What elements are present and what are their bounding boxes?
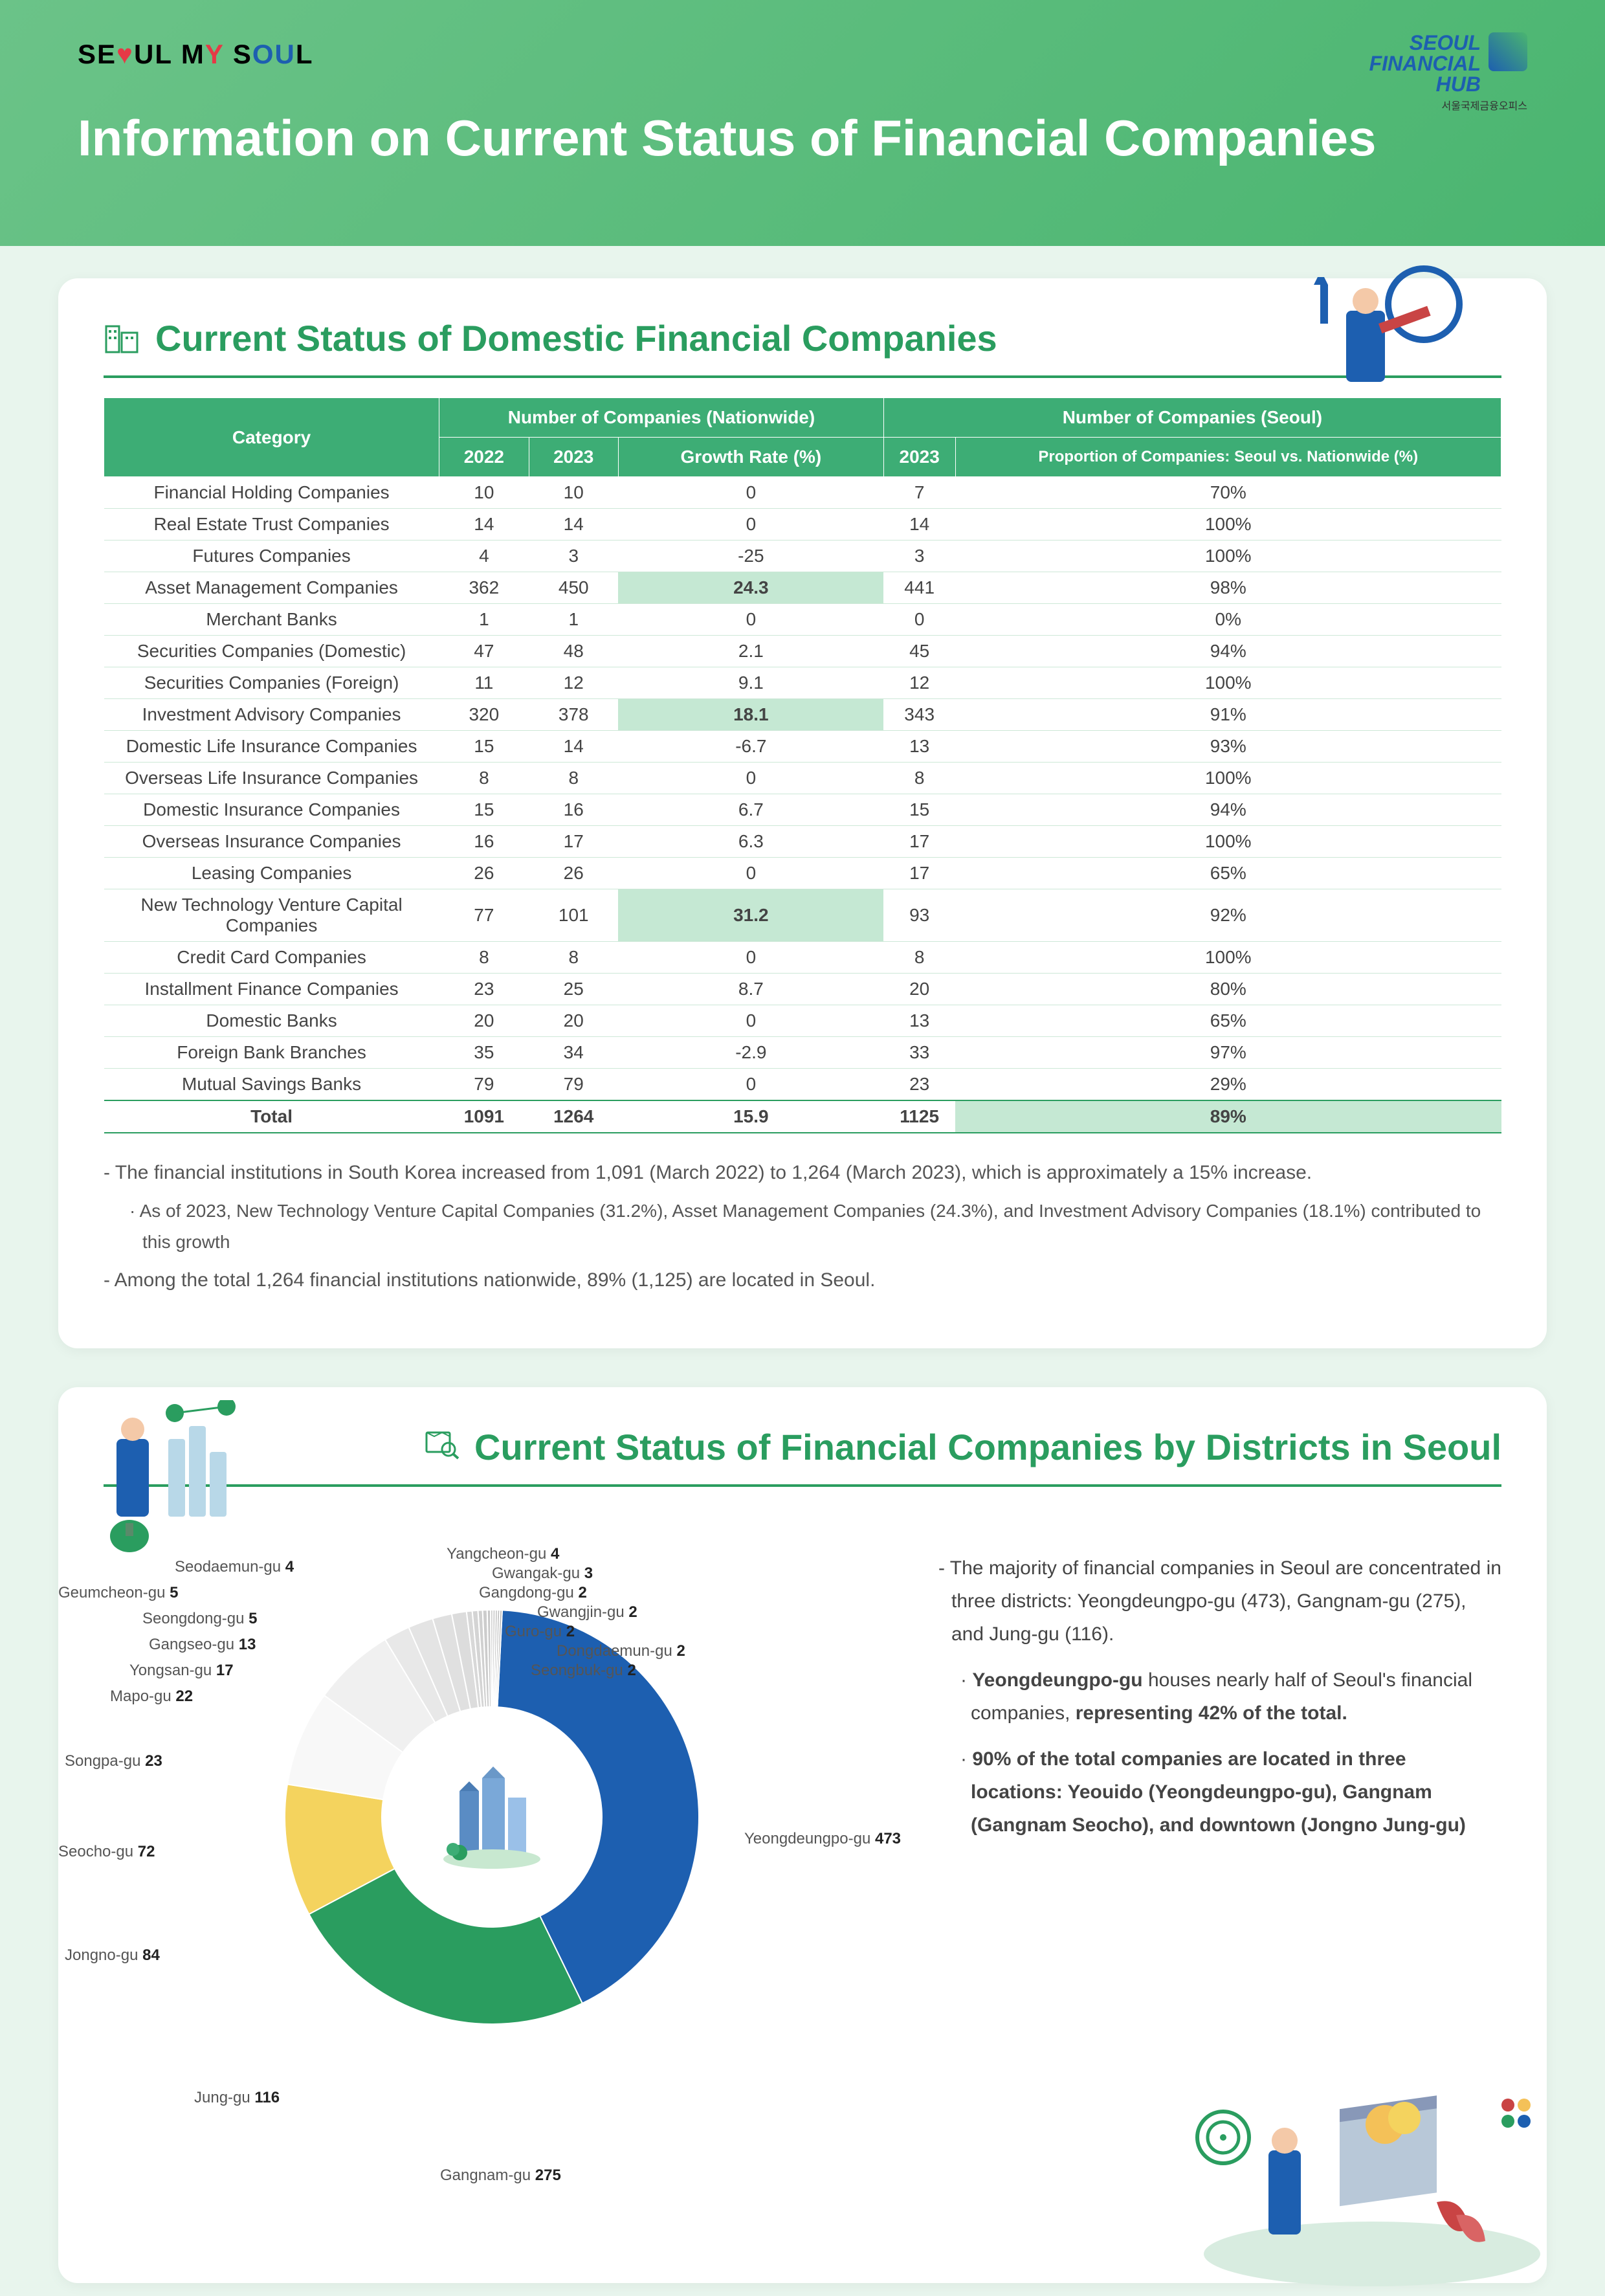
table-row: Foreign Bank Branches3534-2.93397% [104, 1037, 1501, 1069]
header-band: SE♥UL MY SOUL SEOUL FINANCIAL HUB 서울국제금융… [0, 0, 1605, 246]
slice-label: Gangdong-gu 2 [479, 1584, 587, 1602]
slice-label: Geumcheon-gu 5 [58, 1584, 178, 1602]
table-row: Leasing Companies262601765% [104, 858, 1501, 889]
table-row: Futures Companies43-253100% [104, 541, 1501, 572]
slice-label: Dongdaemun-gu 2 [557, 1642, 685, 1660]
section1-title-text: Current Status of Domestic Financial Com… [155, 317, 997, 359]
slice-label: Songpa-gu 23 [65, 1752, 162, 1770]
section-domestic-status: Current Status of Domestic Financial Com… [58, 278, 1547, 1348]
slice-label: Mapo-gu 22 [110, 1688, 193, 1706]
table-row: Credit Card Companies8808100% [104, 942, 1501, 974]
slice-label: Jongno-gu 84 [65, 1946, 160, 1965]
desc-p2: Yeongdeungpo-gu houses nearly half of Se… [958, 1664, 1501, 1730]
domestic-companies-table: Category Number of Companies (Nationwide… [104, 397, 1501, 1133]
section2-title: Current Status of Financial Companies by… [104, 1426, 1501, 1487]
slice-label: Yeongdeungpo-gu 473 [744, 1830, 901, 1848]
slice-label: Seodaemun-gu 4 [175, 1558, 294, 1576]
person-chart-illustration [97, 1400, 265, 1559]
table-row: Domestic Banks202001365% [104, 1005, 1501, 1037]
seoul-financial-hub-logo: SEOUL FINANCIAL HUB 서울국제금융오피스 [1369, 32, 1527, 113]
section1-notes: The financial institutions in South Kore… [104, 1156, 1501, 1297]
logo-line1: SEOUL [1369, 32, 1481, 53]
section2-title-text: Current Status of Financial Companies by… [474, 1426, 1501, 1468]
slice-label: Seongdong-gu 5 [142, 1610, 258, 1628]
th-category: Category [104, 398, 439, 477]
note-1: The financial institutions in South Kore… [104, 1156, 1501, 1189]
slice-label: Gangseo-gu 13 [149, 1636, 256, 1654]
slice-label: Jung-gu 116 [194, 2089, 280, 2107]
table-row: Financial Holding Companies10100770% [104, 477, 1501, 509]
slice-label: Seocho-gu 72 [58, 1843, 155, 1861]
table-row: Merchant Banks11000% [104, 604, 1501, 636]
slice-label: Seongbuk-gu 2 [531, 1662, 636, 1680]
note-3: Among the total 1,264 financial institut… [104, 1264, 1501, 1297]
page-title: Information on Current Status of Financi… [78, 109, 1527, 168]
slice-label: Yangcheon-gu 4 [447, 1545, 559, 1563]
section1-title: Current Status of Domestic Financial Com… [104, 317, 1501, 378]
logo-line2: FINANCIAL [1369, 53, 1481, 74]
donut-center-illustration [395, 1720, 589, 1914]
note-2: As of 2023, New Technology Venture Capit… [129, 1196, 1501, 1257]
table-row: Asset Management Companies36245024.34419… [104, 572, 1501, 604]
table-row: Overseas Insurance Companies16176.317100… [104, 826, 1501, 858]
th-nationwide: Number of Companies (Nationwide) [439, 398, 884, 438]
th-proportion: Proportion of Companies: Seoul vs. Natio… [955, 438, 1501, 477]
table-row: Domestic Life Insurance Companies1514-6.… [104, 731, 1501, 763]
person-magnifier-illustration [1307, 259, 1489, 405]
donut-chart-wrap: Yeongdeungpo-gu 473 Gangnam-gu 275 Jung-gu… [104, 1552, 913, 2231]
table-row: Real Estate Trust Companies1414014100% [104, 509, 1501, 541]
slice-label: Gangnam-gu 275 [440, 2167, 561, 2185]
section-districts: Current Status of Financial Companies by… [58, 1387, 1547, 2283]
logo-korean-text: 서울국제금융오피스 [1369, 97, 1527, 113]
th-2023: 2023 [529, 438, 618, 477]
desc-p3: 90% of the total companies are located i… [958, 1743, 1501, 1842]
th-seoul-2023: 2023 [883, 438, 955, 477]
th-growth: Growth Rate (%) [618, 438, 883, 477]
slice-label: Guro-gu 2 [505, 1623, 575, 1641]
table-row: Investment Advisory Companies32037818.13… [104, 699, 1501, 731]
slice-label: Gwangjin-gu 2 [537, 1603, 637, 1622]
table-row: Domestic Insurance Companies15166.71594% [104, 794, 1501, 826]
table-row: Securities Companies (Foreign)11129.1121… [104, 667, 1501, 699]
map-search-icon [423, 1426, 461, 1468]
logo-line3: HUB [1369, 74, 1481, 95]
table-total-row: Total1091126415.9112589% [104, 1100, 1501, 1133]
table-row: Overseas Life Insurance Companies8808100… [104, 763, 1501, 794]
table-row: Mutual Savings Banks797902329% [104, 1069, 1501, 1101]
desc-p1: The majority of financial companies in S… [938, 1552, 1501, 1651]
seoul-logo-left: SE♥UL MY SOUL [78, 39, 1527, 70]
table-row: New Technology Venture Capital Companies… [104, 889, 1501, 942]
slice-label: Gwangak-gu 3 [492, 1565, 593, 1583]
finance-illustration [1184, 2021, 1560, 2296]
th-2022: 2022 [439, 438, 529, 477]
slice-label: Yongsan-gu 17 [129, 1662, 234, 1680]
building-icon [104, 322, 142, 355]
table-row: Securities Companies (Domestic)47482.145… [104, 636, 1501, 667]
hub-s-icon [1489, 32, 1527, 71]
table-row: Installment Finance Companies23258.72080… [104, 974, 1501, 1005]
